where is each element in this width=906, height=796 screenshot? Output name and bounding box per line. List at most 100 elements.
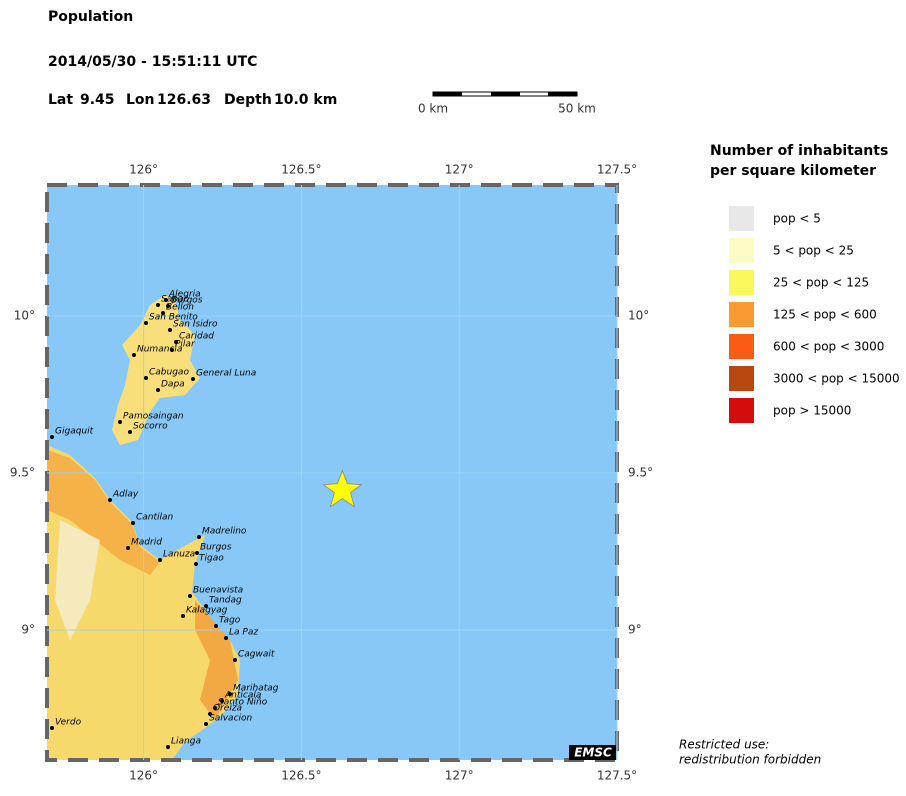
town-dot	[174, 340, 178, 344]
y-tick-label: 10°	[14, 308, 35, 322]
town-dot	[181, 614, 185, 618]
datetime: 2014/05/30 - 15:51:11 UTC	[48, 54, 257, 70]
town-dot	[208, 712, 212, 716]
town-label: Numancia	[137, 345, 182, 355]
x-tick-label: 127.5°	[597, 163, 637, 177]
notice: Restricted use:	[679, 738, 769, 752]
town-dot	[204, 722, 208, 726]
town-dot	[197, 535, 201, 539]
legend-swatch	[729, 302, 754, 327]
y-tick-label: 10°	[628, 308, 649, 322]
town-dot	[170, 348, 174, 352]
town-dot	[128, 430, 132, 434]
town-dot	[164, 298, 168, 302]
town-dot	[156, 303, 160, 307]
credit-box	[569, 745, 616, 760]
town-label: Lianga	[171, 737, 201, 747]
legend-label: 3000 < pop < 15000	[773, 372, 900, 386]
y-tick-label: 9°	[21, 622, 35, 636]
y-tick-label: 9.5°	[10, 465, 35, 479]
x-tick-label: 127°	[445, 769, 474, 783]
town-label: Kalagyag	[186, 606, 228, 616]
town-label: Burgos	[200, 543, 232, 553]
town-dot	[224, 636, 228, 640]
town-dot	[191, 377, 195, 381]
legend-title: Number of inhabitants	[710, 143, 888, 159]
town-label: Pilar	[175, 340, 196, 350]
town-dot	[233, 658, 237, 662]
town-dot	[220, 699, 224, 703]
town-label: General Luna	[196, 369, 256, 379]
town-dot	[195, 551, 199, 555]
legend-title: per square kilometer	[710, 163, 876, 179]
depth-value: 10.0 km	[274, 92, 337, 108]
town-label: Burgos	[171, 296, 203, 306]
town-dot	[214, 624, 218, 628]
town-dot	[50, 435, 54, 439]
town-label: Lanuza	[163, 550, 195, 560]
town-label: Tigao	[199, 554, 224, 564]
town-dot	[126, 546, 130, 550]
town-dot	[158, 558, 162, 562]
legend-swatch	[729, 334, 754, 359]
x-tick-label: 127.5°	[597, 769, 637, 783]
town-dot	[213, 706, 217, 710]
town-label: Gigaquit	[55, 427, 94, 437]
town-label: Pamosaingan	[123, 412, 184, 422]
town-label: Alegria	[168, 290, 201, 300]
credit: EMSC	[574, 746, 612, 760]
coast-density	[47, 450, 160, 575]
town-dot	[188, 594, 192, 598]
town-dot	[131, 521, 135, 525]
town-label: San Isidro	[173, 320, 218, 330]
title: Population	[48, 9, 133, 25]
town-label: Tago	[219, 616, 241, 626]
notice: redistribution forbidden	[679, 753, 821, 767]
town-dot	[50, 726, 54, 730]
town-label: Cantilan	[136, 513, 174, 523]
town-label: Madrelino	[202, 527, 247, 537]
lat-value: 9.45	[80, 92, 115, 108]
town-dot	[228, 692, 232, 696]
legend-swatch	[729, 366, 754, 391]
town-label: La Paz	[229, 628, 258, 638]
lat-label: Lat	[48, 92, 73, 108]
island	[112, 295, 200, 445]
x-tick-label: 126°	[129, 769, 158, 783]
town-label: Anticala	[224, 691, 261, 701]
town-label: San Benito	[149, 313, 198, 323]
town-dot	[161, 311, 165, 315]
town-dot	[118, 420, 122, 424]
y-tick-label: 9.5°	[628, 465, 653, 479]
town-dot	[166, 304, 170, 308]
legend-label: pop > 15000	[773, 404, 851, 418]
legend-swatch	[729, 270, 754, 295]
legend-label: 125 < pop < 600	[773, 308, 877, 322]
town-label: Santo Niño	[218, 698, 268, 708]
town-label: Marihatag	[233, 684, 279, 694]
town-label: Caridad	[179, 332, 214, 342]
legend-label: 5 < pop < 25	[773, 244, 854, 258]
legend-swatch	[729, 238, 754, 263]
town-label: Buenavista	[193, 586, 243, 596]
legend-swatch	[729, 206, 754, 231]
town-dot	[144, 321, 148, 325]
scale-end: 50 km	[558, 102, 596, 116]
legend-label: 600 < pop < 3000	[773, 340, 884, 354]
x-tick-label: 126.5°	[281, 769, 321, 783]
town-dot	[194, 562, 198, 566]
legend-label: pop < 5	[773, 212, 821, 226]
x-tick-label: 126°	[129, 163, 158, 177]
town-label: Socorro	[133, 422, 168, 432]
scale-bar: 0 km 50 km	[418, 91, 596, 116]
town-label: Dapa	[161, 380, 185, 390]
town-dot	[166, 745, 170, 749]
town-label: Tandag	[209, 596, 242, 606]
lon-value: 126.63	[157, 92, 211, 108]
town-dot	[108, 498, 112, 502]
x-tick-label: 127°	[445, 163, 474, 177]
town-dot	[168, 328, 172, 332]
town-label: Cagwait	[238, 650, 275, 660]
lon-label: Lon	[126, 92, 155, 108]
